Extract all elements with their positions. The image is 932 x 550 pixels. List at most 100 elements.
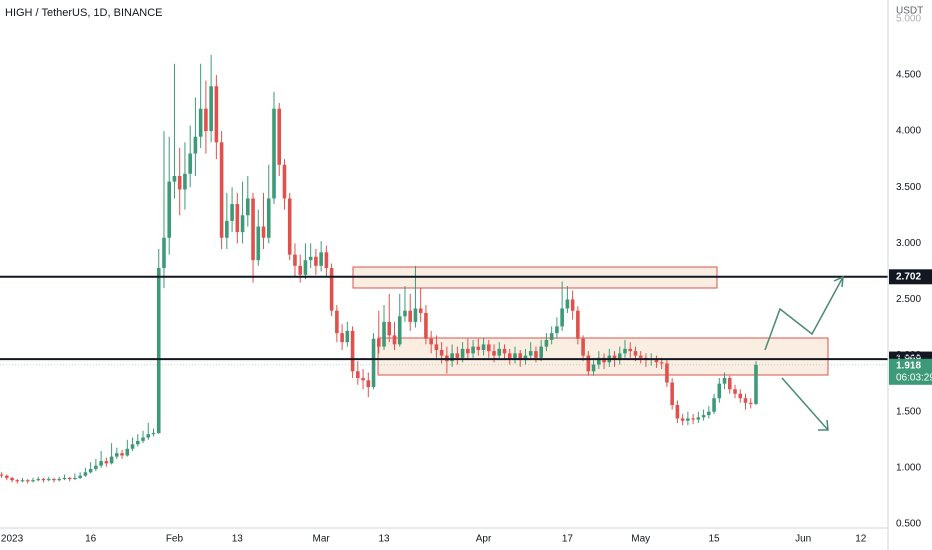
candle-body <box>256 226 261 261</box>
candle-body <box>25 480 30 482</box>
candle-body <box>733 389 737 394</box>
candle-body <box>418 308 423 313</box>
candle-body <box>576 310 580 339</box>
candle-body <box>408 310 413 322</box>
candle-body <box>371 338 376 388</box>
price-unit: USDT <box>896 6 923 17</box>
candle-body <box>455 353 460 358</box>
candle-body <box>413 308 418 322</box>
candle-body <box>146 434 151 438</box>
candle-body <box>471 346 475 354</box>
candle-body <box>94 465 98 469</box>
candle-body <box>691 418 695 420</box>
candle-body <box>638 355 643 358</box>
candle-body <box>31 480 35 482</box>
candle-body <box>340 333 344 343</box>
candle-body <box>57 479 61 481</box>
candle-body <box>680 418 685 421</box>
x-tick-label: 13 <box>378 534 390 545</box>
candle-body <box>633 351 638 356</box>
candle-body <box>162 237 166 269</box>
candle-body <box>356 371 360 379</box>
candle-body <box>628 348 633 352</box>
candle-body <box>738 393 743 399</box>
x-tick-label: Apr <box>476 534 492 545</box>
candle-body <box>246 198 250 216</box>
candle-body <box>623 348 627 354</box>
candle-body <box>319 252 323 266</box>
candle-body <box>466 348 470 354</box>
candle-body <box>675 404 680 419</box>
candle-body <box>235 204 240 233</box>
x-tick-label: 15 <box>709 534 721 545</box>
candle-body <box>345 330 350 343</box>
level-label-box <box>889 269 932 285</box>
candle-body <box>99 461 103 466</box>
candle-body <box>298 265 302 275</box>
candle-body <box>135 440 140 445</box>
candle-body <box>314 256 318 266</box>
arrow-head <box>833 275 844 288</box>
candle-body <box>528 351 533 356</box>
candle-body <box>507 353 512 359</box>
x-tick-label: Jun <box>795 534 811 545</box>
candle-body <box>597 357 601 365</box>
candle-body <box>198 108 203 137</box>
candle-body <box>450 353 454 362</box>
candle-body <box>120 453 124 456</box>
candle-body <box>366 380 371 388</box>
candle-body <box>712 398 716 412</box>
time-axis: 2023 16 Feb 13 Mar 13 Apr 17 May 15 Jun 12 <box>1 534 867 545</box>
y-tick-label: 4.500 <box>896 70 921 81</box>
candle-body <box>481 344 486 350</box>
x-tick-label: 12 <box>855 534 867 545</box>
candle-body <box>502 348 507 354</box>
candle-body <box>460 348 465 358</box>
candle-body <box>293 254 297 266</box>
candle-body <box>125 448 130 456</box>
candle-body <box>544 339 549 347</box>
last-price-label: 1.918 <box>896 360 921 371</box>
candle-body <box>204 108 208 132</box>
level-label: 2.702 <box>896 271 921 282</box>
candle-body <box>67 477 72 480</box>
x-tick-label: Feb <box>166 534 184 545</box>
candle-body <box>549 333 554 340</box>
candle-body <box>272 108 276 199</box>
candle-body <box>115 453 119 457</box>
candle-body <box>193 136 198 154</box>
candle-body <box>686 418 690 421</box>
candle-body <box>183 173 187 190</box>
candle-body <box>424 312 428 339</box>
candle-body <box>397 316 402 345</box>
candle-body <box>754 364 758 404</box>
bullish-arrow <box>764 276 844 351</box>
x-tick-label: May <box>631 534 650 545</box>
candle-body <box>602 357 606 363</box>
candle-body <box>612 355 617 361</box>
candle-body <box>230 204 234 221</box>
candle-body <box>209 86 213 132</box>
candle-body <box>151 433 156 435</box>
candle-body <box>225 220 229 238</box>
candle-body <box>361 378 365 381</box>
candle-body <box>266 198 271 238</box>
candle-body <box>188 153 192 174</box>
y-tick-label: 4.000 <box>896 126 921 137</box>
candle-body <box>324 252 329 269</box>
candle-body <box>382 321 386 347</box>
candle-body <box>109 456 114 464</box>
candle-body <box>308 256 313 261</box>
candle-body <box>0 474 4 476</box>
candle-body <box>282 164 287 199</box>
candle-body <box>387 321 392 336</box>
candle-body <box>141 437 145 441</box>
y-tick-label: 1.500 <box>896 406 921 417</box>
candle-body <box>707 411 711 416</box>
chart-title: HIGH / TetherUS, 1D, BINANCE <box>5 7 163 19</box>
candle-body <box>177 176 182 190</box>
candle-body <box>727 378 732 390</box>
candle-body <box>277 108 282 165</box>
candle-body <box>251 198 255 261</box>
